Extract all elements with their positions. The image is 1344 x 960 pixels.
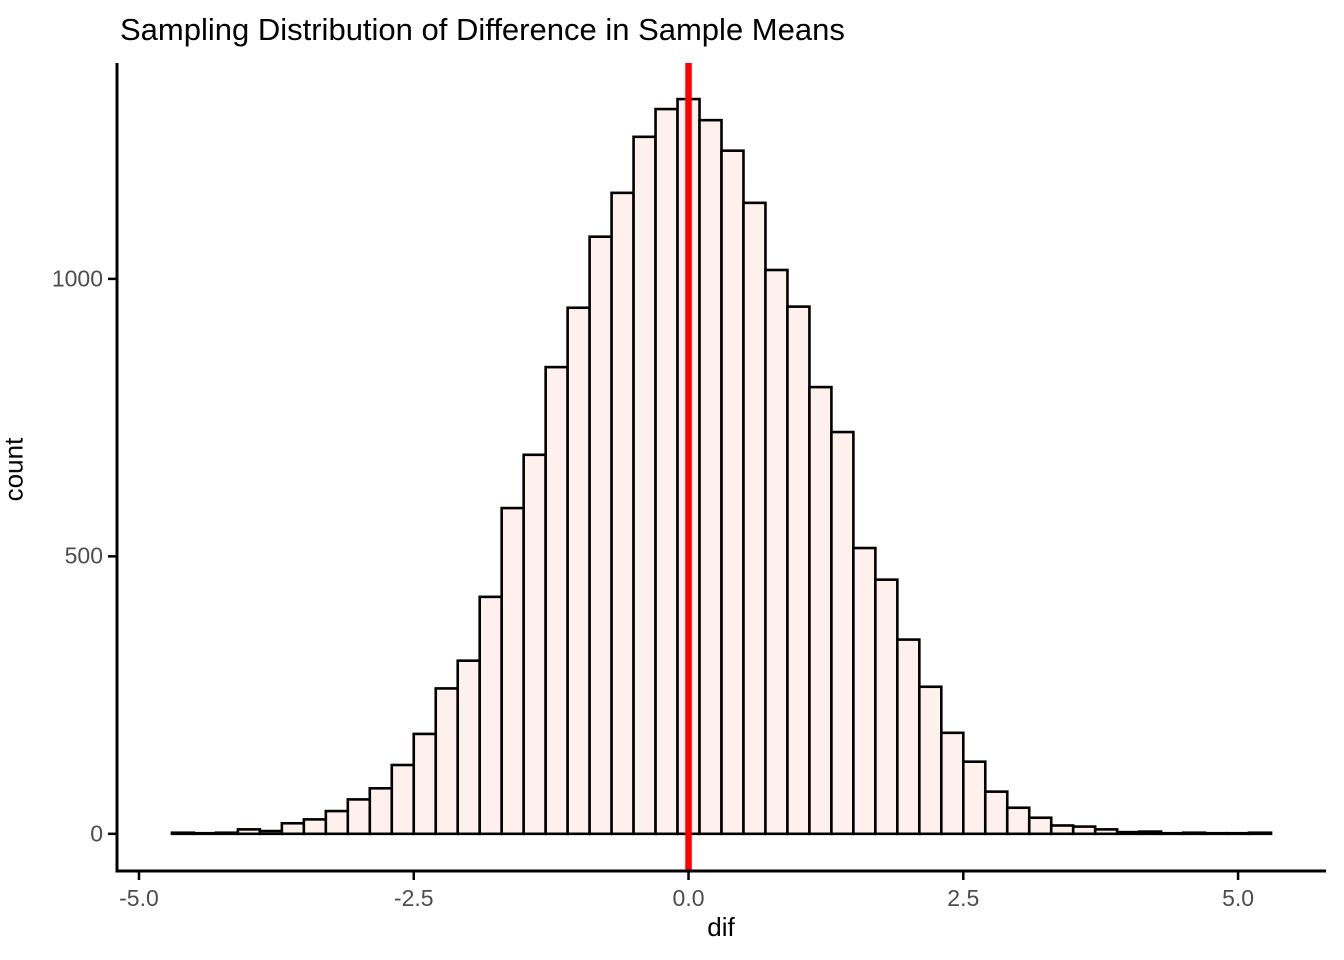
histogram-bar (1181, 831, 1207, 836)
histogram-bar (742, 201, 767, 836)
histogram-bar (1247, 831, 1273, 836)
histogram-bar (610, 191, 635, 836)
histogram-bar (1071, 825, 1097, 836)
histogram-bar (918, 685, 943, 836)
histogram-bar (324, 809, 350, 836)
histogram-bar (1005, 806, 1031, 836)
chart-title: Sampling Distribution of Difference in S… (120, 12, 845, 47)
histogram-bar (500, 506, 525, 836)
histogram-bar (786, 305, 811, 836)
histogram-bar (1115, 830, 1141, 836)
histogram-bar (544, 365, 569, 836)
histogram-bar (654, 107, 679, 836)
histogram-bar (522, 453, 547, 836)
histogram-bar (346, 798, 372, 836)
x-tick-label: -2.5 (393, 885, 434, 911)
histogram-bar (1203, 831, 1229, 836)
histogram-bar (808, 385, 833, 836)
histogram-bar (214, 831, 240, 836)
histogram-bar (698, 118, 723, 836)
histogram-bar (192, 831, 218, 836)
histogram-bar (280, 821, 306, 836)
histogram-bar (896, 638, 921, 836)
histogram-bar (170, 831, 196, 836)
histogram-bar (852, 546, 877, 836)
histogram-bar (940, 731, 965, 836)
histogram-bar (1049, 824, 1075, 836)
histogram-bar (236, 828, 262, 836)
histogram-bar (368, 787, 394, 836)
x-axis-label: dif (707, 912, 735, 942)
histogram-bar (874, 578, 899, 836)
histogram-bar (764, 268, 789, 836)
histogram-bar (566, 306, 591, 836)
y-tick-label: 0 (90, 820, 103, 847)
histogram-bar (412, 732, 438, 836)
histogram-bar (478, 595, 503, 836)
histogram-bar (830, 430, 855, 836)
histogram-bar (632, 135, 657, 836)
histogram-bar (258, 829, 284, 836)
histogram-bar (302, 818, 328, 836)
x-tick-label: 0.0 (672, 885, 705, 911)
histogram-bar (961, 760, 987, 836)
histogram-bar (588, 235, 613, 836)
y-tick-label: 1000 (51, 265, 103, 292)
histogram-bar (1027, 816, 1053, 836)
y-tick-label: 500 (64, 542, 103, 569)
histogram-bar (1137, 830, 1163, 836)
histogram-bar (456, 659, 482, 836)
histogram-bar (390, 763, 416, 836)
histogram-bar (1159, 831, 1185, 836)
histogram-bar (1093, 828, 1119, 836)
histogram-bar (720, 149, 745, 836)
histogram-bar (434, 687, 460, 836)
x-tick-label: 5.0 (1222, 885, 1255, 911)
histogram-bar (1225, 831, 1251, 836)
histogram-bar (983, 790, 1009, 836)
x-tick-label: 2.5 (947, 885, 980, 911)
x-tick-label: -5.0 (119, 885, 159, 911)
